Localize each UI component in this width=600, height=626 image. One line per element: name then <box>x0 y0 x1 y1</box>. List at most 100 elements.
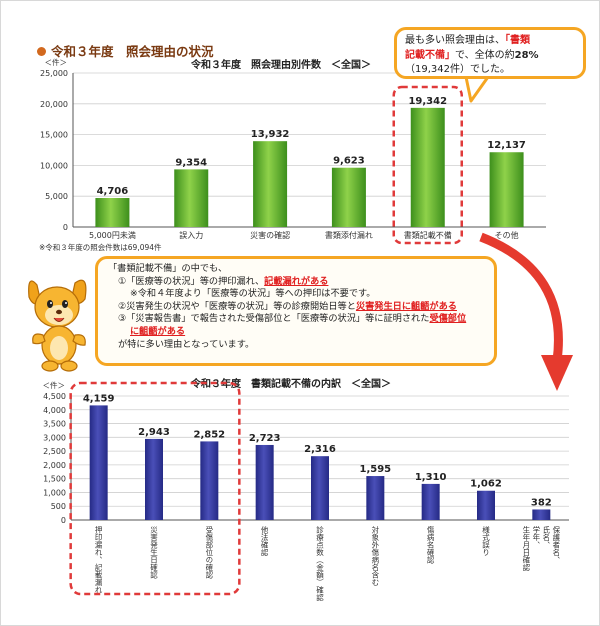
x-tick-label: 書類添付漏れ <box>325 230 373 240</box>
bar-value-label: 9,354 <box>175 157 207 168</box>
bar <box>89 405 108 520</box>
section-title: 令和３年度 照会理由の状況 <box>37 41 214 60</box>
highlight-box <box>392 85 463 245</box>
top-reason-callout: 最も多い照会理由は、「書類 記載不備」で、全体の約28% （19,342件）でし… <box>394 27 586 79</box>
bar <box>311 456 329 520</box>
x-tick-label: その他 <box>495 230 519 240</box>
x-tick-label: 押印漏れ、記載漏れ <box>94 525 103 594</box>
red-connector-arrow <box>479 232 573 391</box>
x-tick-label: 対象外傷病名含む <box>371 525 380 587</box>
chart2-title: 令和３年度 書類記載不備の内訳 ＜全国＞ <box>191 379 391 390</box>
x-tick-label: 災害の確認 <box>250 230 290 240</box>
x-tick-label-group: 傷病名確認 <box>426 525 435 564</box>
y-tick-label: 4,000 <box>43 406 66 415</box>
y-tick-label: 3,000 <box>43 433 66 442</box>
y-axis-label: ＜件＞ <box>43 380 66 390</box>
bar-value-label: 1,595 <box>360 464 392 475</box>
callout2-line-5: ③「災害報告書」で報告された受傷部位と「医療等の状況」等に証明された受傷部位 <box>108 313 484 326</box>
bar <box>421 483 440 520</box>
y-tick-label: 2,000 <box>43 461 66 470</box>
bar-value-label: 9,623 <box>333 156 365 167</box>
x-tick-label-group: 押印漏れ、記載漏れ <box>94 525 103 594</box>
detail-callout: 「書類記載不備」の中でも、 ①「医療等の状況」等の押印漏れ、記載漏れがある ※令… <box>95 256 497 366</box>
bar-value-label: 13,932 <box>251 129 290 140</box>
bar <box>174 169 209 227</box>
chart1-plot: ＜件＞ 0 5,000 10,000 15,000 20,000 25,000 4,706 5,… <box>40 57 546 245</box>
x-tick-label-group: 他法確認 <box>260 525 269 557</box>
bar <box>331 167 366 227</box>
callout1-highlight-a: 「書類 <box>505 35 530 46</box>
section-title-text: 令和３年度 照会理由の状況 <box>51 44 214 59</box>
bar <box>532 509 551 520</box>
callout2-line-4: ②災害発生の状況や「医療等の状況」等の診療開始日等と災害発生日に齟齬がある <box>108 301 484 314</box>
y-tick-label: 0 <box>61 516 66 525</box>
bullet-dot <box>37 47 46 56</box>
callout2-line-5a: ③「災害報告書」で報告された受傷部位と「医療等の状況」等に証明された <box>118 313 430 325</box>
y-tick-label: 5,000 <box>45 192 68 201</box>
y-tick-label: 1,500 <box>43 475 66 484</box>
callout2-line-7: が特に多い理由となっています。 <box>118 338 255 350</box>
callout1-text-b: で、全体の約 <box>455 49 515 61</box>
bar <box>366 476 385 520</box>
bar <box>253 141 288 227</box>
x-tick-label: 学年、 <box>532 525 541 549</box>
bar-value-label: 1,062 <box>470 479 502 490</box>
bar <box>489 152 524 227</box>
y-tick-label: 25,000 <box>40 69 68 78</box>
callout2-line-6: に齟齬がある <box>108 326 484 339</box>
callout2-line-1: 「書類記載不備」の中でも、 <box>108 263 228 274</box>
y-tick-label: 20,000 <box>40 100 68 109</box>
callout2-line-4b: 災害発生日に齟齬がある <box>355 300 457 312</box>
y-tick-label: 2,500 <box>43 447 66 456</box>
callout1-percent: 28% <box>514 49 539 61</box>
x-tick-label: 様式誤り <box>481 525 490 557</box>
x-tick-label: 他法確認 <box>260 525 269 557</box>
bar <box>95 198 130 227</box>
callout2-line-2a: ①「医療等の状況」等の押印漏れ、 <box>118 275 265 287</box>
x-tick-label: 傷病名確認 <box>426 525 435 564</box>
x-tick-label: 氏名、 <box>542 526 551 549</box>
bar-value-label: 382 <box>531 497 552 508</box>
x-tick-label-group: 対象外傷病名含む <box>371 525 380 587</box>
bar <box>410 107 445 227</box>
x-tick-label: 書類記載不備 <box>404 230 452 240</box>
bar-value-label: 4,159 <box>83 393 115 404</box>
bar-value-label: 1,310 <box>415 472 447 483</box>
callout1-highlight-b: 記載不備」 <box>405 49 455 61</box>
bar-value-label: 19,342 <box>408 96 447 107</box>
bar-value-label: 12,137 <box>487 140 526 151</box>
callout2-line-3: ※令和４年度より「医療等の状況」等への押印は不要です。 <box>130 288 376 300</box>
x-tick-label: 保護者名、 <box>552 526 561 564</box>
callout2-line-2: ①「医療等の状況」等の押印漏れ、記載漏れがある <box>108 276 484 289</box>
bar-value-label: 4,706 <box>97 186 129 197</box>
x-tick-label-group: 受傷部位の確認 <box>205 525 214 579</box>
bar <box>200 441 219 520</box>
callout2-line-5b: 受傷部位 <box>429 313 467 325</box>
bar <box>477 490 495 520</box>
callout2-line-2b: 記載漏れがある <box>264 275 329 287</box>
y-tick-label: 500 <box>51 502 66 511</box>
callout2-line-4a: ②災害発生の状況や「医療等の状況」等の診療開始日等と <box>118 300 356 312</box>
chart1-footnote: ※令和３年度の照会件数は69,094件 <box>39 243 162 252</box>
x-tick-label-group: 保護者名、氏名、学年、生年月日確認 <box>522 525 561 572</box>
y-tick-label: 3,500 <box>43 420 66 429</box>
x-tick-label-group: 災害発生日確認 <box>149 526 158 579</box>
y-tick-label: 1,000 <box>43 488 66 497</box>
callout1-count-line: （19,342件）でした。 <box>405 64 510 75</box>
highlight-box-2 <box>69 381 241 596</box>
x-tick-label: 診療点数（金額）確認 <box>315 525 324 602</box>
callout2-line-6: に齟齬がある <box>130 325 186 337</box>
x-tick-label-group: 様式誤り <box>481 525 490 557</box>
y-tick-label: 15,000 <box>40 131 68 140</box>
bar <box>145 438 163 520</box>
bar-value-label: 2,943 <box>138 427 170 438</box>
dog-mascot-illustration <box>28 279 87 372</box>
x-tick-label: 災害発生日確認 <box>149 526 158 579</box>
y-tick-label: 4,500 <box>43 392 66 401</box>
bar-value-label: 2,723 <box>249 433 281 444</box>
bar <box>255 444 274 520</box>
x-tick-label: 受傷部位の確認 <box>205 525 214 579</box>
y-tick-label: 0 <box>63 223 68 232</box>
